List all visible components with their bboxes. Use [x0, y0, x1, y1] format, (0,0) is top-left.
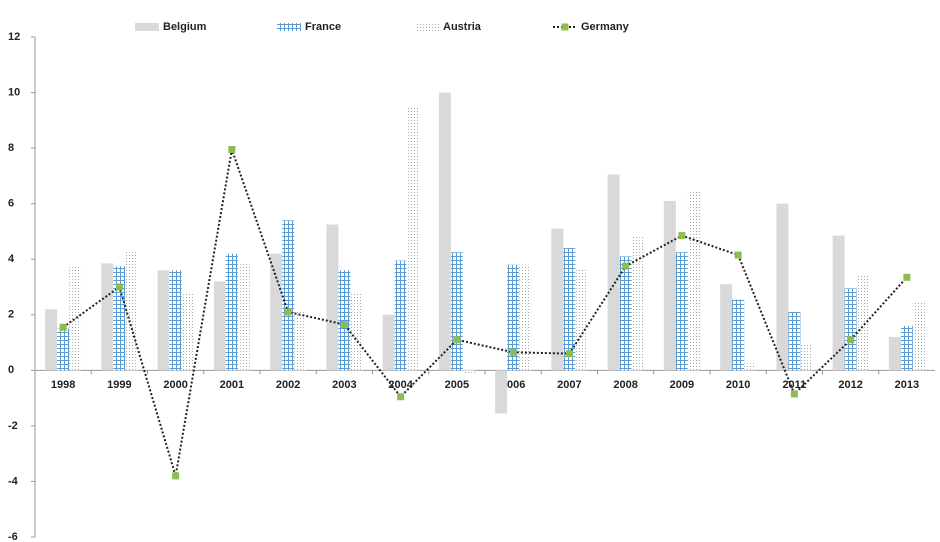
- bar: [675, 252, 688, 371]
- y-tick-label: -4: [8, 475, 19, 487]
- bar: [732, 299, 745, 371]
- bar: [844, 288, 857, 371]
- bar: [237, 262, 250, 371]
- legend-swatch: [561, 23, 569, 31]
- bar: [350, 293, 363, 371]
- bar: [788, 312, 801, 371]
- y-tick-label: -2: [8, 420, 18, 432]
- legend-swatch: [135, 23, 159, 31]
- bar: [113, 266, 126, 371]
- x-tick-label: 2000: [163, 379, 187, 391]
- bar: [57, 328, 70, 371]
- legend-swatch: [277, 23, 301, 31]
- x-tick-label: 2011: [782, 379, 806, 391]
- bar: [69, 266, 82, 371]
- marker: [115, 283, 123, 291]
- bar: [462, 370, 475, 374]
- x-tick-label: 2013: [895, 379, 919, 391]
- bar: [832, 235, 845, 371]
- bar: [169, 270, 182, 371]
- x-tick-label: 2009: [670, 379, 694, 391]
- bar: [157, 270, 170, 371]
- marker: [59, 323, 67, 331]
- bar: [856, 275, 869, 371]
- bar: [663, 200, 676, 371]
- bar: [800, 343, 813, 371]
- bar: [326, 224, 339, 371]
- x-tick-label: 2010: [726, 379, 750, 391]
- x-tick-label: 2012: [838, 379, 862, 391]
- bar: [382, 314, 395, 371]
- marker: [397, 393, 405, 401]
- x-tick-label: 2003: [332, 379, 356, 391]
- bar: [338, 270, 351, 371]
- bar: [744, 363, 757, 371]
- x-tick-label: 2005: [445, 379, 469, 391]
- x-tick-label: 1999: [107, 379, 131, 391]
- y-tick-label: 0: [8, 364, 14, 376]
- bar: [101, 263, 114, 371]
- y-tick-label: 10: [8, 86, 20, 98]
- bar: [619, 256, 632, 371]
- marker: [622, 262, 630, 270]
- bar: [282, 220, 295, 371]
- marker: [453, 336, 461, 344]
- bar: [450, 252, 463, 371]
- marker: [734, 251, 742, 259]
- y-tick-label: 12: [8, 31, 20, 43]
- bar: [687, 191, 700, 371]
- marker: [565, 350, 573, 358]
- x-tick-label: 2002: [276, 379, 300, 391]
- bar: [294, 312, 307, 371]
- bar: [225, 253, 238, 371]
- legend-label: Germany: [581, 21, 630, 33]
- marker: [790, 390, 798, 398]
- marker: [678, 232, 686, 240]
- bar: [607, 174, 620, 371]
- marker: [340, 321, 348, 328]
- bar: [563, 248, 576, 371]
- bar: [551, 228, 564, 371]
- marker: [284, 308, 292, 316]
- x-tick-label: 2008: [613, 379, 637, 391]
- marker: [903, 273, 911, 281]
- marker: [228, 146, 236, 153]
- bar: [900, 325, 913, 371]
- legend-label: Belgium: [163, 21, 207, 33]
- bar: [776, 203, 789, 371]
- legend-label: France: [305, 21, 341, 33]
- y-tick-label: 6: [8, 198, 14, 210]
- bar: [438, 92, 451, 371]
- x-tick-label: 2007: [557, 379, 581, 391]
- legend-label: Austria: [443, 21, 482, 33]
- x-tick-label: 2001: [220, 379, 244, 391]
- legend-swatch: [415, 23, 439, 31]
- bar: [125, 252, 138, 371]
- bar: [631, 237, 644, 371]
- bar: [912, 300, 925, 371]
- marker: [847, 336, 855, 344]
- bar: [495, 370, 508, 414]
- bar: [575, 268, 588, 371]
- y-tick-label: 8: [8, 142, 14, 154]
- y-tick-label: -6: [8, 531, 18, 542]
- y-tick-label: 2: [8, 309, 14, 321]
- bar: [45, 309, 58, 371]
- bar: [270, 253, 283, 371]
- bar: [181, 293, 194, 371]
- y-tick-label: 4: [8, 253, 15, 265]
- bar: [394, 260, 407, 371]
- bar: [519, 264, 532, 371]
- bar: [507, 264, 520, 371]
- marker: [172, 472, 180, 480]
- bar: [213, 281, 226, 371]
- bar: [406, 106, 419, 371]
- marker: [509, 348, 517, 356]
- x-tick-label: 1998: [51, 379, 75, 391]
- bar: [720, 284, 733, 371]
- bar: [888, 337, 901, 371]
